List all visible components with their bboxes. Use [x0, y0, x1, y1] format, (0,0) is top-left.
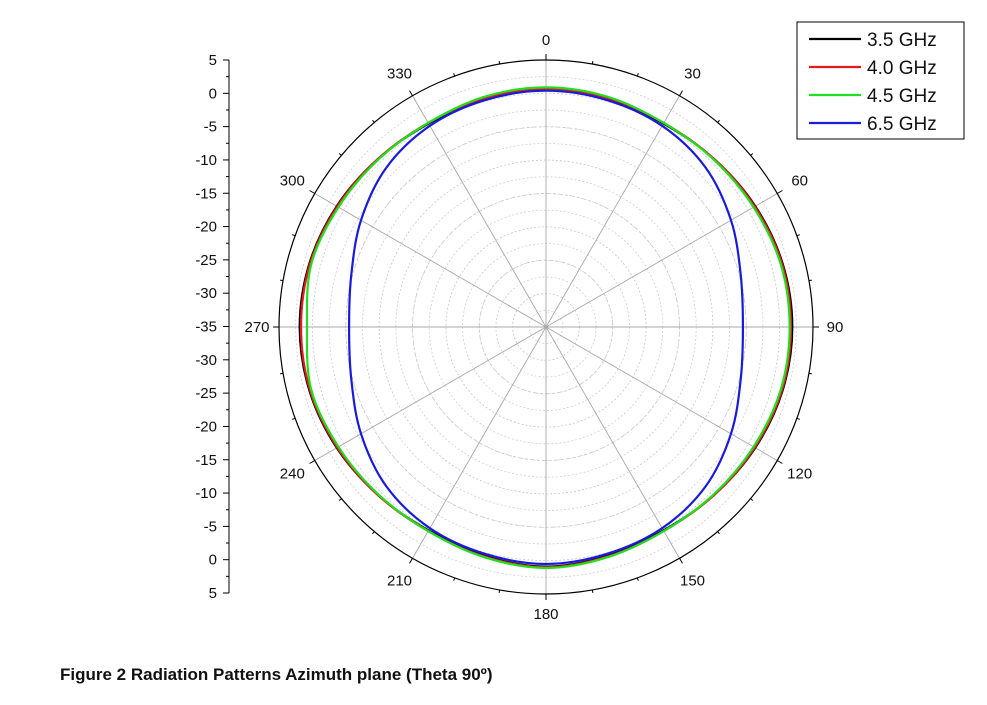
radial-tick-label: -20 — [195, 418, 217, 435]
polar-grid — [273, 54, 819, 600]
series-line-6-5-ghz — [347, 89, 745, 566]
angle-label: 60 — [791, 173, 808, 190]
angle-tick — [453, 577, 456, 581]
grid-spoke — [412, 326, 547, 559]
radial-tick-label: -15 — [195, 185, 217, 202]
angle-label: 210 — [387, 573, 412, 590]
grid-spoke — [545, 326, 680, 559]
angle-label: 240 — [280, 466, 305, 483]
angle-tick — [808, 372, 812, 375]
angle-label: 300 — [280, 173, 305, 190]
angle-tick — [409, 90, 413, 97]
radial-tick-label: -20 — [195, 219, 217, 236]
angle-tick — [453, 73, 456, 77]
series-line-4-5-ghz — [305, 86, 791, 570]
legend: 3.5 GHz 4.0 GHz 4.5 GHz 6.5 GHz — [796, 21, 965, 140]
radial-tick-label: -15 — [195, 452, 217, 469]
radial-axis: 5 0 -5 -10 -15 -20 -25 -30 -35 -30 -25 -20 -15 -10 -5 0… — [195, 52, 230, 602]
legend-label: 4.0 GHz — [867, 58, 937, 79]
angle-tick — [636, 577, 639, 581]
polar-chart: 5 0 -5 -10 -15 -20 -25 -30 -35 -30 -25 -20 -15 -10 -5 0… — [195, 21, 965, 623]
radial-tick-label: -30 — [195, 285, 217, 302]
angle-tick — [776, 460, 783, 464]
figure-caption: Figure 2 Radiation Patterns Azimuth plan… — [60, 665, 493, 684]
angle-label: 90 — [827, 319, 844, 336]
angle-label: 120 — [787, 466, 812, 483]
angle-tick — [280, 372, 284, 375]
radial-tick-label: 0 — [209, 85, 217, 102]
angle-tick — [309, 190, 316, 194]
legend-label: 6.5 GHz — [867, 114, 937, 135]
angle-tick — [679, 90, 683, 97]
radial-tick-label: 5 — [209, 585, 217, 602]
angle-tick — [338, 498, 342, 501]
angle-tick — [498, 61, 501, 65]
angle-tick — [498, 589, 501, 593]
angle-tick — [280, 279, 284, 282]
legend-label: 3.5 GHz — [867, 30, 937, 51]
angle-label: 150 — [680, 573, 705, 590]
angle-tick — [372, 119, 375, 123]
angle-tick — [717, 531, 720, 535]
angle-tick — [750, 498, 754, 501]
grid-spoke — [314, 193, 547, 328]
angle-label: 270 — [244, 319, 269, 336]
angle-tick — [679, 557, 683, 564]
radial-tick-label: -5 — [204, 518, 217, 535]
angle-tick — [591, 61, 594, 65]
angle-tick — [338, 153, 342, 156]
angle-tick — [372, 531, 375, 535]
grid-spoke — [545, 95, 680, 328]
angle-tick — [776, 190, 783, 194]
radial-tick-label: -5 — [204, 119, 217, 136]
grid-spoke — [545, 193, 778, 328]
radial-tick-label: 0 — [209, 552, 217, 569]
angle-tick — [717, 119, 720, 123]
radial-tick-label: -10 — [195, 485, 217, 502]
radial-tick-label: -25 — [195, 252, 217, 269]
radial-tick-label: -10 — [195, 152, 217, 169]
angle-label: 30 — [684, 65, 701, 82]
radial-tick-label: -35 — [195, 319, 217, 336]
angle-tick — [796, 417, 800, 420]
radial-tick-label: -30 — [195, 352, 217, 369]
angle-label: 330 — [387, 65, 412, 82]
angle-tick — [309, 460, 316, 464]
angle-label: 180 — [533, 606, 558, 623]
angle-label: 0 — [542, 32, 550, 49]
angle-labels: 0 30 60 90 120 150 180 210 240 270 300 330 — [244, 32, 843, 623]
legend-box — [796, 21, 965, 140]
angle-tick — [591, 589, 594, 593]
grid-spoke — [412, 95, 547, 328]
angle-tick — [409, 557, 413, 564]
angle-tick — [292, 417, 296, 420]
radial-tick-label: -25 — [195, 385, 217, 402]
angle-tick — [750, 153, 754, 156]
radial-tick-label: 5 — [209, 52, 217, 69]
legend-label: 4.5 GHz — [867, 86, 937, 107]
angle-tick — [796, 234, 800, 237]
angle-tick — [808, 279, 812, 282]
grid-spoke — [545, 326, 778, 461]
grid-spoke — [314, 326, 547, 461]
angle-tick — [292, 234, 296, 237]
angle-tick — [636, 73, 639, 77]
series-group — [298, 86, 794, 570]
